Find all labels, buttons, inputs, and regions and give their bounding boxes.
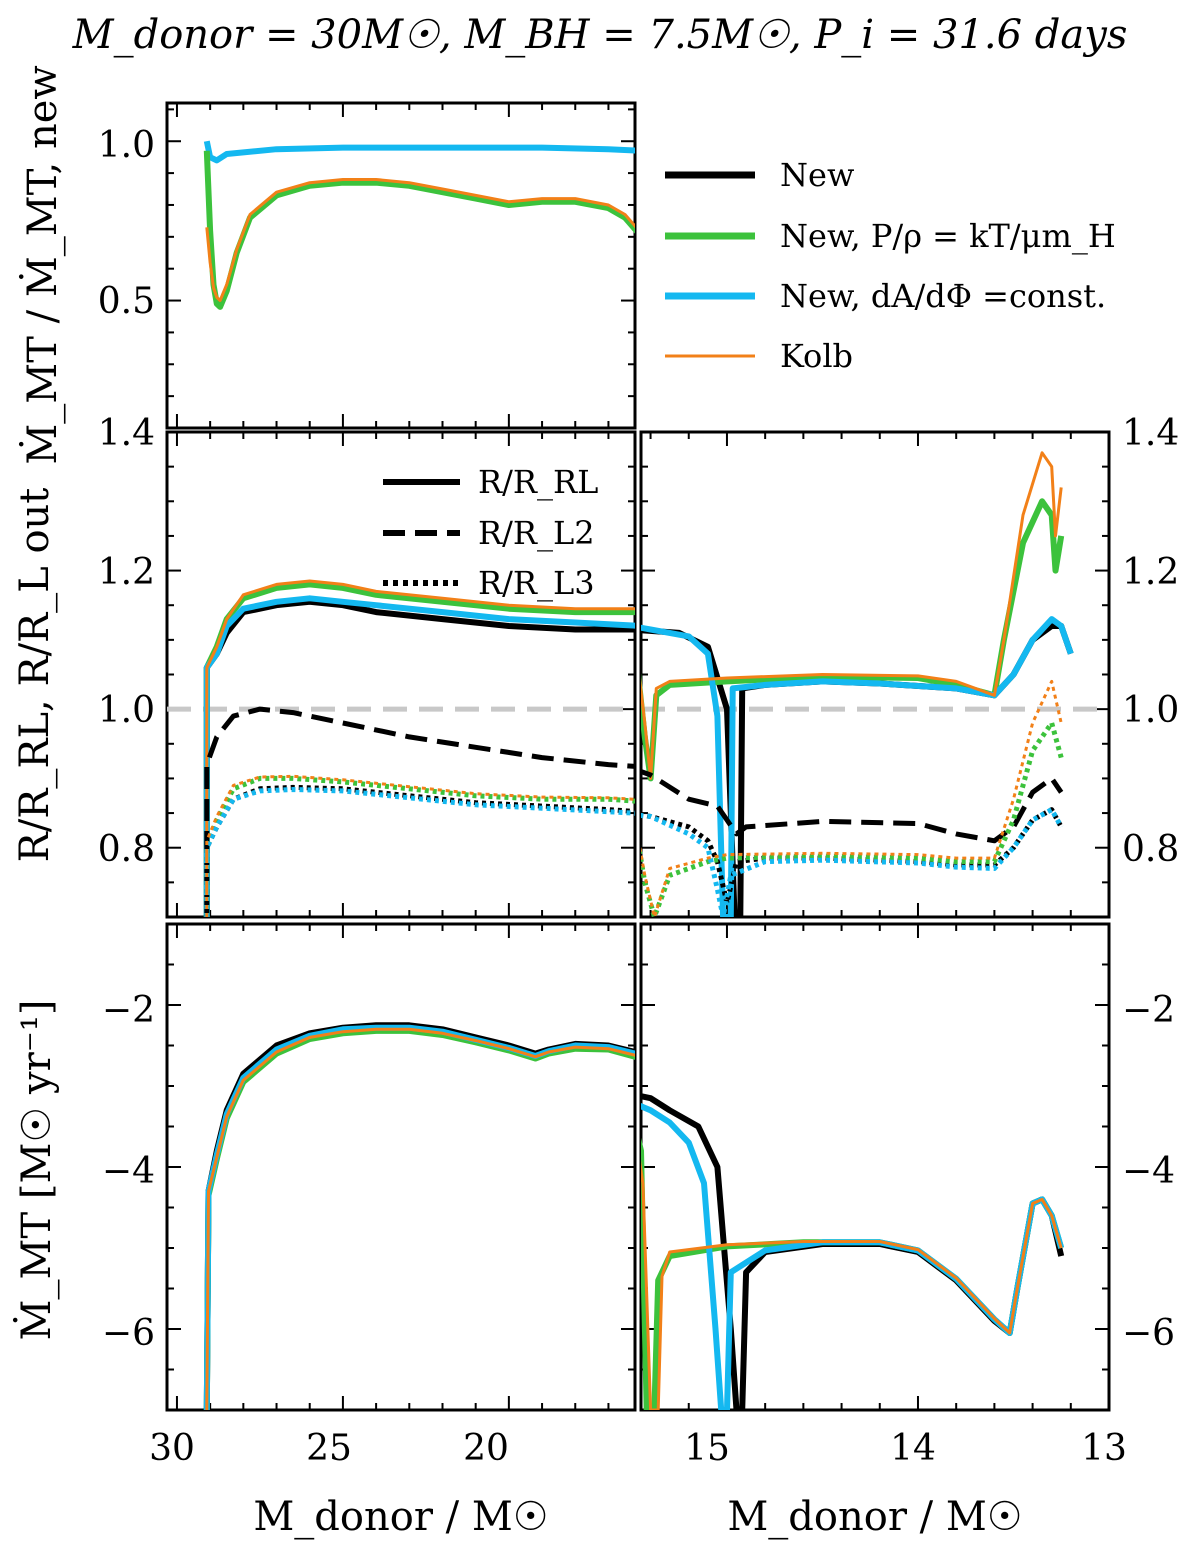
legend-label-kolb: Kolb [780,337,853,375]
legend-styles: R/R_RL R/R_L2 R/R_L3 [383,463,598,602]
series-line-new-r-r-rl [203,598,635,917]
mdot-right-frame [639,922,1111,1412]
radius-left-series [167,579,635,917]
x-axis-label-right: M_donor / M☉ [727,1494,1022,1540]
ratio-panel: 1.0 0.5 Ṁ_MT / Ṁ_MT, new [19,65,637,465]
series-line-kolb [205,178,635,302]
series-line-new-r-r-l3 [641,807,1064,906]
series-line-new-da-d-const [641,1102,1065,1410]
mdot-y-axis-label: Ṁ_MT [M☉ yr⁻¹] [13,1000,60,1341]
mdot-y-tick: −2 [102,990,155,1031]
ratio-y-tick: 0.5 [98,281,155,322]
radius-y-tick: 1.2 [98,552,155,593]
series-line-kolb [641,1160,1063,1410]
legend-label-l3: R/R_L3 [478,564,595,602]
radius-y-tick: 0.8 [98,829,155,870]
series-line-new-p-kt-m-h [203,150,635,310]
series-line-new-p-kt-m-h [203,1027,635,1410]
series-line-new-r-r-l2 [641,768,1064,844]
x-axis-label-left: M_donor / M☉ [253,1494,548,1540]
series-line-kolb-r-r-rl [205,579,635,917]
series-line-new-da-d-const [203,1024,635,1410]
mdot-left-panel [165,922,637,1412]
x-axis: 30 25 20 15 14 13 M_donor / M☉ M_donor /… [149,1428,1127,1540]
series-line-new-r-r-l3 [204,784,635,917]
legend-label-new: New [780,156,854,194]
series-line-new-da-d-const-r-r-rl [641,616,1074,917]
series-line-new-da-d-const [203,140,635,164]
mdot-right-ticks [641,924,1110,1410]
ratio-y-tick: 1.0 [98,125,155,166]
radius-y-tick-right: 1.4 [1122,413,1179,454]
series-line-new-p-kt-m-h-r-r-rl [203,581,635,917]
x-tick-left: 25 [306,1428,352,1469]
radius-right-series [641,451,1109,917]
radius-y-ticks: 1.4 1.2 1.0 0.8 1.4 1.2 1.0 0.8 R/R_RL, … [12,413,1179,870]
series-line-kolb-r-r-l3 [641,679,1063,917]
mdot-y-ticks: −2 −4 −6 −2 −4 −6 Ṁ_MT [M☉ yr⁻¹] [13,990,1175,1354]
series-line-kolb [205,1027,635,1410]
mdot-left-frame [165,922,637,1412]
x-tick-right: 14 [890,1428,936,1469]
x-tick-right: 13 [1081,1428,1127,1469]
radius-y-tick-right: 1.0 [1122,690,1179,731]
series-line-new-r-r-rl [641,623,1074,917]
series-line-kolb-r-r-rl [641,451,1063,780]
mdot-y-tick: −6 [102,1313,155,1354]
legend-label-l2: R/R_L2 [478,514,595,552]
radius-y-tick: 1.4 [98,413,155,454]
radius-y-axis-label: R/R_RL, R/R_L out [12,488,58,863]
mdot-right-series [641,1093,1065,1410]
legend-label-ideal-gas: New, P/ρ = kT/μm_H [780,217,1116,255]
series-line-kolb-r-r-l3 [205,774,635,917]
legend-label-const: New, dA/dΦ =const. [780,277,1106,315]
radius-y-tick-right: 1.2 [1122,552,1179,593]
series-line-new-p-kt-m-h-r-r-l3 [204,775,635,917]
mdot-y-tick-right: −4 [1122,1151,1175,1192]
ratio-ticks [167,103,635,428]
ratio-panel-frame [165,101,637,430]
radius-left-ticks [167,431,635,917]
radius-right-panel [639,430,1111,919]
mdot-y-tick: −4 [102,1151,155,1192]
ratio-y-axis-label: Ṁ_MT / Ṁ_MT, new [19,65,66,464]
mdot-y-tick-right: −2 [1122,990,1175,1031]
mdot-right-panel [639,922,1111,1412]
legend-main: New New, P/ρ = kT/μm_H New, dA/dΦ =const… [665,156,1116,375]
mdot-y-tick-right: −6 [1122,1313,1175,1354]
series-line-new-da-d-const-r-r-l3 [641,807,1064,917]
radius-y-tick-right: 0.8 [1122,829,1179,870]
radius-left-frame [165,430,637,919]
mdot-left-ticks [167,924,635,1410]
mdot-left-series [203,1022,635,1410]
x-tick-right: 15 [684,1428,730,1469]
ratio-series [203,140,635,310]
series-line-new-da-d-const-r-r-rl [203,595,635,917]
series-line-new-r-r-l2 [204,706,635,917]
radius-left-panel [165,430,637,919]
radius-y-tick: 1.0 [98,690,155,731]
series-line-new [203,1022,635,1410]
chart-title: M_donor = 30M☉, M_BH = 7.5M☉, P_i = 31.6… [72,12,1128,58]
series-line-new-da-d-const-r-r-l3 [204,787,635,917]
x-tick-left: 30 [149,1428,195,1469]
legend-label-rl: R/R_RL [478,463,598,501]
series-line-new-p-kt-m-h-r-r-l3 [641,720,1064,917]
x-tick-left: 20 [463,1428,509,1469]
